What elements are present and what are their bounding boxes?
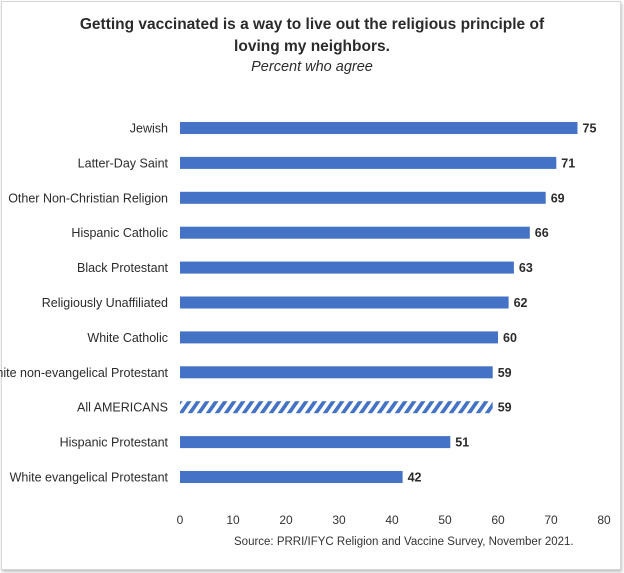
x-tick-label-60: 60 — [491, 513, 505, 527]
chart-title-line-2: loving my neighbors. — [234, 38, 390, 55]
category-label-jewish: Jewish — [130, 122, 168, 136]
chart-subtitle: Percent who agree — [251, 59, 373, 75]
value-label-white-non-evangelical-protestant: 59 — [498, 366, 512, 380]
bar-hispanic-catholic — [180, 226, 530, 239]
category-labels: Jewish Latter-Day Saint Other Non-Christia… — [0, 122, 169, 485]
bar-white-catholic — [180, 331, 498, 344]
x-tick-label-50: 50 — [438, 513, 452, 527]
value-label-hispanic-catholic: 66 — [535, 226, 549, 240]
chart-title: Getting vaccinated is a way to live out … — [62, 14, 562, 58]
x-axis: 0 10 20 30 40 50 60 70 80 — [177, 513, 611, 527]
value-label-black-protestant: 63 — [519, 261, 533, 275]
value-label-other-non-christian-religion: 69 — [551, 191, 565, 205]
category-label-white-catholic: White Catholic — [87, 331, 168, 345]
chart-source-note: Source: PRRI/IFYC Religion and Vaccine S… — [234, 536, 574, 548]
value-labels: 75 71 69 66 63 62 60 59 59 51 42 — [408, 122, 597, 485]
category-label-all-americans: All AMERICANS — [77, 401, 168, 415]
category-label-black-protestant: Black Protestant — [77, 261, 169, 275]
bar-hispanic-protestant — [180, 436, 451, 449]
bar-black-protestant — [180, 261, 514, 274]
category-label-religiously-unaffiliated: Religiously Unaffiliated — [42, 296, 168, 310]
category-label-latter-day-saint: Latter-Day Saint — [78, 156, 169, 170]
value-label-religiously-unaffiliated: 62 — [514, 296, 528, 310]
bar-jewish — [180, 122, 578, 134]
bar-religiously-unaffiliated — [180, 296, 509, 309]
value-label-latter-day-saint: 71 — [561, 156, 575, 170]
value-label-white-catholic: 60 — [503, 331, 517, 345]
category-label-hispanic-protestant: Hispanic Protestant — [60, 436, 169, 450]
bar-group — [180, 122, 578, 483]
bar-other-non-christian-religion — [180, 191, 546, 204]
x-tick-label-0: 0 — [177, 513, 184, 527]
bar-white-evangelical-protestant — [180, 471, 403, 483]
x-tick-label-20: 20 — [279, 513, 293, 527]
category-label-white-non-evangelical-protestant: White non-evangelical Protestant — [0, 366, 169, 380]
value-label-jewish: 75 — [583, 122, 597, 136]
value-label-hispanic-protestant: 51 — [455, 436, 469, 450]
x-tick-label-80: 80 — [597, 513, 611, 527]
chart-title-line-1: Getting vaccinated is a way to live out … — [79, 16, 545, 33]
bar-latter-day-saint — [180, 156, 557, 169]
x-tick-label-40: 40 — [385, 513, 399, 527]
value-label-all-americans: 59 — [498, 401, 512, 415]
x-tick-label-70: 70 — [544, 513, 558, 527]
bar-white-non-evangelical-protestant — [180, 366, 493, 379]
category-label-other-non-christian-religion: Other Non-Christian Religion — [8, 191, 168, 205]
value-label-white-evangelical-protestant: 42 — [408, 471, 422, 485]
bar-all-americans — [180, 401, 493, 414]
x-tick-label-30: 30 — [332, 513, 346, 527]
category-label-hispanic-catholic: Hispanic Catholic — [71, 226, 168, 240]
x-tick-label-10: 10 — [226, 513, 240, 527]
category-label-white-evangelical-protestant: White evangelical Protestant — [10, 471, 169, 485]
